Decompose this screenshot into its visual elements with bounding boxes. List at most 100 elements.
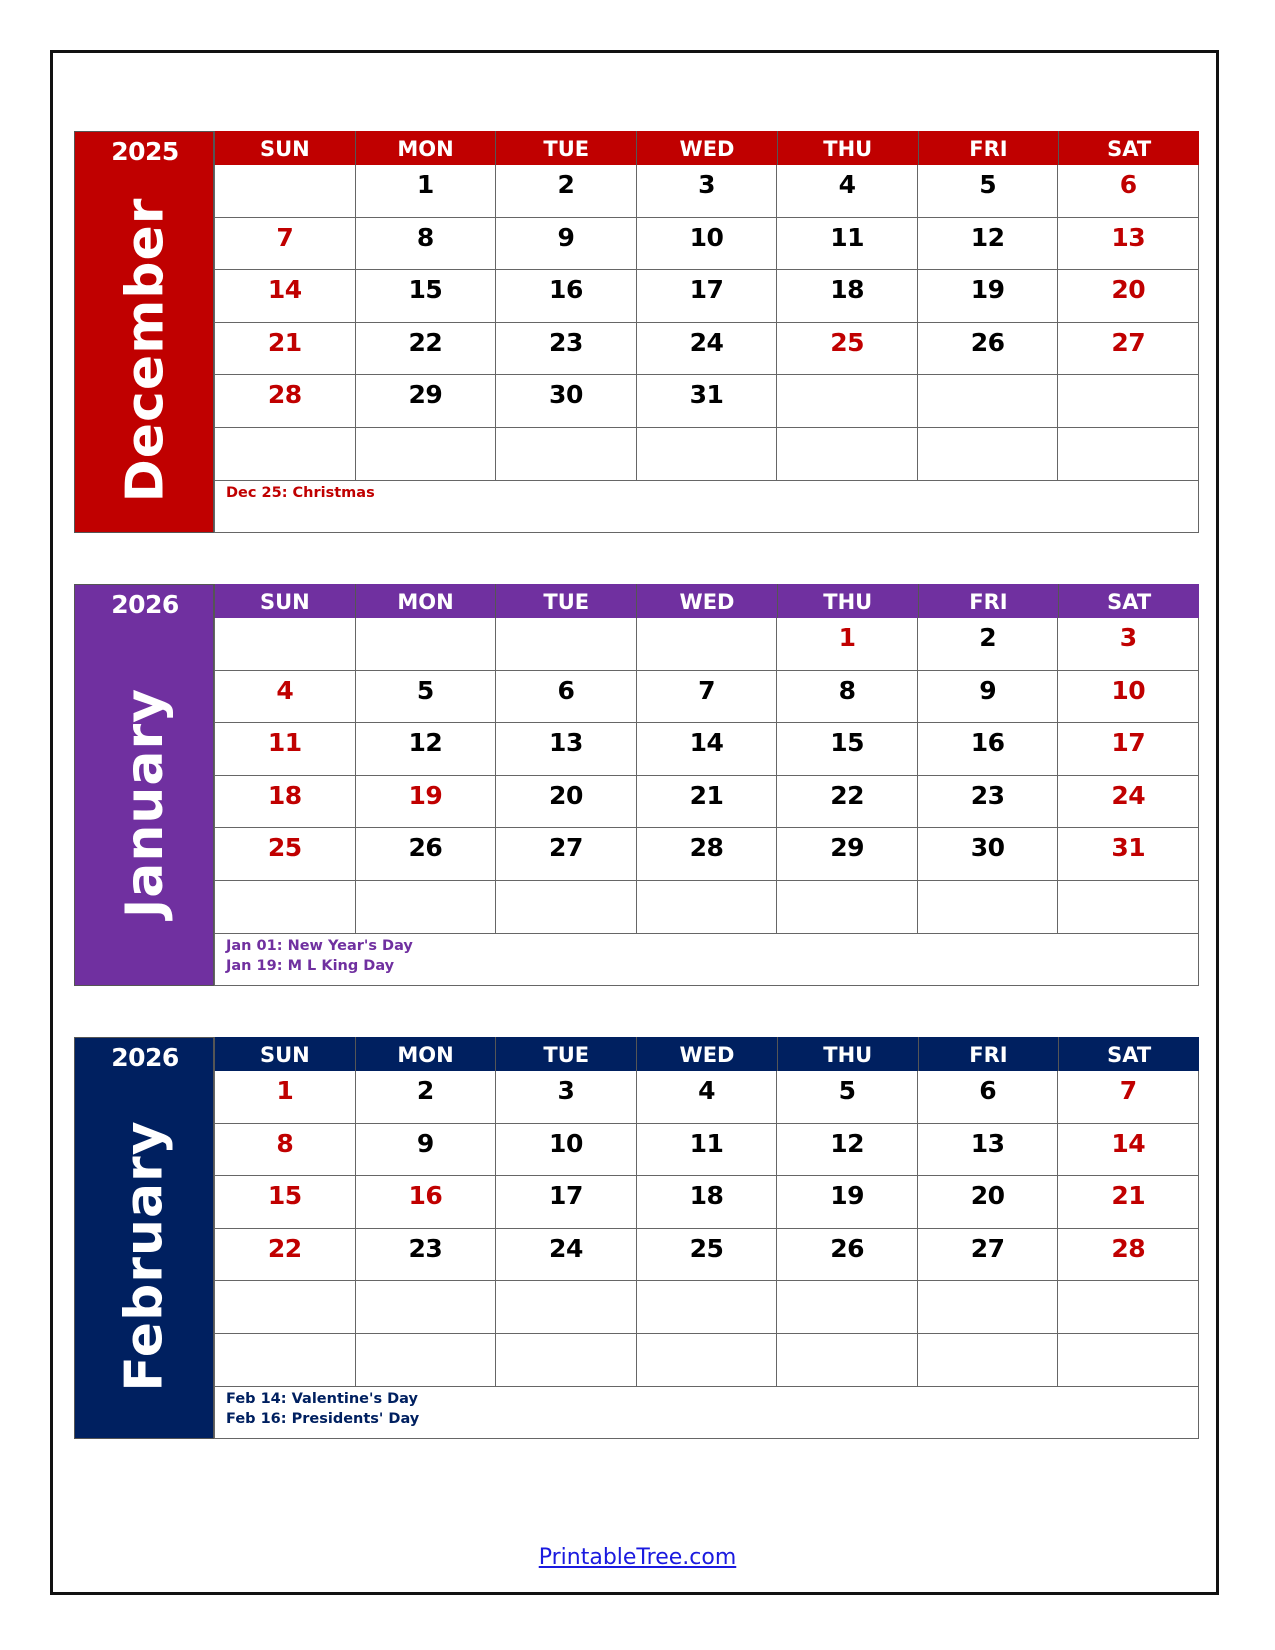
- weekday-thu: THU: [776, 1037, 918, 1071]
- day-cell: 3: [1057, 618, 1200, 671]
- day-cell: [916, 375, 1058, 428]
- day-cell: 19: [776, 1176, 917, 1229]
- day-cell: [635, 1281, 777, 1334]
- day-cell: [916, 880, 1058, 934]
- day-cell: [214, 618, 355, 671]
- day-cell: [1057, 427, 1200, 481]
- day-cell: [1057, 1281, 1200, 1334]
- day-cell: [1057, 375, 1200, 428]
- day-cell: 17: [1057, 723, 1200, 776]
- day-cell: [354, 1333, 496, 1387]
- month-december: 2025 December SUN MON TUE WED THU FRI SAT 1 2 3 4 5…: [74, 131, 1200, 533]
- week-row: 22 23 24 25 26 27 28: [214, 1228, 1200, 1282]
- day-cell: 5: [916, 165, 1058, 218]
- day-cell: 26: [916, 322, 1058, 376]
- month-sidebar: 2025 December: [74, 131, 214, 533]
- weekday-sun: SUN: [214, 131, 355, 165]
- holiday-note: Feb 14: Valentine's Day: [226, 1390, 418, 1407]
- day-cell: [214, 880, 355, 934]
- weekday-sun: SUN: [214, 584, 355, 618]
- day-cell: [1057, 1333, 1200, 1387]
- day-cell: 14: [635, 723, 777, 776]
- weekday-header: SUN MON TUE WED THU FRI SAT: [214, 584, 1199, 618]
- weekday-wed: WED: [636, 584, 777, 618]
- day-cell: 11: [635, 1123, 777, 1177]
- day-cell: 5: [354, 670, 496, 724]
- day-cell: 3: [495, 1071, 636, 1124]
- week-row: 21 22 23 24 25 26 27: [214, 322, 1200, 376]
- day-cell: [495, 618, 636, 671]
- day-cell: [354, 1281, 496, 1334]
- week-row: 7 8 9 10 11 12 13: [214, 217, 1200, 271]
- day-cell: 25: [214, 828, 355, 881]
- weekday-thu: THU: [776, 584, 918, 618]
- day-cell: [635, 618, 777, 671]
- holiday-note: Jan 19: M L King Day: [226, 957, 395, 974]
- day-cell: 4: [635, 1071, 777, 1124]
- day-cell: 24: [1057, 775, 1200, 829]
- day-cell: [776, 427, 917, 481]
- day-cell: 1: [214, 1071, 355, 1124]
- day-cell: 5: [776, 1071, 917, 1124]
- week-row: 28 29 30 31: [214, 375, 1200, 428]
- weekday-tue: TUE: [495, 584, 636, 618]
- month-february: 2026 February SUN MON TUE WED THU FRI SAT 1 2 3 4 5…: [74, 1037, 1200, 1439]
- year-label: 2025: [111, 137, 179, 166]
- weekday-sat: SAT: [1058, 131, 1199, 165]
- day-cell: 2: [916, 618, 1058, 671]
- day-cell: 23: [495, 322, 636, 376]
- day-cell: 26: [354, 828, 496, 881]
- day-cell: 18: [776, 270, 917, 323]
- weekday-wed: WED: [636, 1037, 777, 1071]
- day-cell: 6: [916, 1071, 1058, 1124]
- day-cell: 19: [916, 270, 1058, 323]
- day-cell: [635, 1333, 777, 1387]
- week-row: [214, 1333, 1200, 1387]
- day-cell: 29: [776, 828, 917, 881]
- day-cell: 27: [1057, 322, 1200, 376]
- day-cell: 3: [635, 165, 777, 218]
- week-row: [214, 427, 1200, 481]
- month-sidebar: 2026 January: [74, 584, 214, 986]
- day-cell: 12: [776, 1123, 917, 1177]
- weekday-sat: SAT: [1058, 584, 1199, 618]
- day-cell: [916, 1333, 1058, 1387]
- day-cell: 16: [354, 1176, 496, 1229]
- day-cell: [635, 427, 777, 481]
- day-cell: 25: [635, 1228, 777, 1282]
- week-row: 8 9 10 11 12 13 14: [214, 1123, 1200, 1177]
- website-link[interactable]: PrintableTree.com: [538, 1545, 737, 1570]
- day-cell: [916, 1281, 1058, 1334]
- weekday-header: SUN MON TUE WED THU FRI SAT: [214, 1037, 1199, 1071]
- week-row: 14 15 16 17 18 19 20: [214, 270, 1200, 323]
- day-cell: 28: [635, 828, 777, 881]
- weekday-mon: MON: [354, 1037, 496, 1071]
- day-cell: 29: [354, 375, 496, 428]
- day-cell: [354, 618, 496, 671]
- day-cell: 6: [1057, 165, 1200, 218]
- holiday-note: Feb 16: Presidents' Day: [226, 1410, 420, 1427]
- holiday-note: Jan 01: New Year's Day: [226, 937, 413, 954]
- day-cell: [916, 427, 1058, 481]
- day-cell: [495, 427, 636, 481]
- day-cell: 14: [214, 270, 355, 323]
- day-cell: 16: [495, 270, 636, 323]
- day-cell: 11: [214, 723, 355, 776]
- day-cell: [214, 1281, 355, 1334]
- day-cell: 20: [916, 1176, 1058, 1229]
- week-row: [214, 880, 1200, 934]
- day-cell: 20: [1057, 270, 1200, 323]
- holiday-notes: Feb 14: Valentine's Day Feb 16: President…: [214, 1386, 1199, 1439]
- day-cell: 13: [495, 723, 636, 776]
- day-cell: 8: [214, 1123, 355, 1177]
- day-cell: 8: [354, 217, 496, 271]
- day-cell: 21: [635, 775, 777, 829]
- week-row: 18 19 20 21 22 23 24: [214, 775, 1200, 829]
- day-cell: 1: [354, 165, 496, 218]
- day-cell: 4: [214, 670, 355, 724]
- weekday-sun: SUN: [214, 1037, 355, 1071]
- month-january: 2026 January SUN MON TUE WED THU FRI SAT 1 2 3 4 5 6…: [74, 584, 1200, 986]
- day-cell: 23: [354, 1228, 496, 1282]
